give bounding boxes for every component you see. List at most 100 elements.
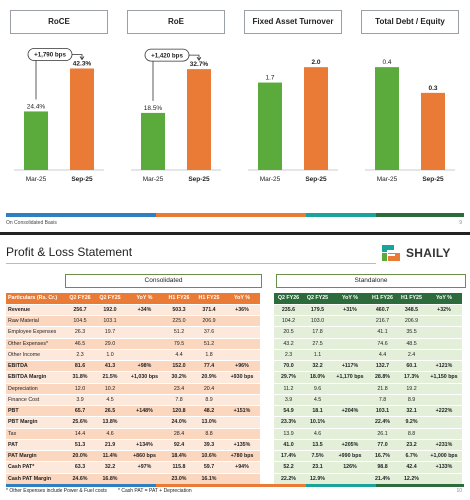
- cons-cell: 16.8%: [95, 473, 125, 485]
- data-label: 0.3: [428, 85, 437, 92]
- section-consolidated: Consolidated: [65, 274, 262, 288]
- cons-cell: 39.3: [194, 439, 224, 452]
- chart-roce-svg: 24.4% Mar-25 42.3% Sep-25 +1,790 bps: [14, 48, 104, 183]
- stand-cell: [332, 428, 368, 440]
- chart-roe: RoE 18.5% Mar-25 32.7% Sep-25 +1,420 bps: [127, 10, 225, 200]
- stand-cell: 2.3: [274, 349, 303, 362]
- stand-cell: [426, 383, 462, 395]
- table-row: Raw Material 104.5 103.1 225.0 206.9 104.2 103…: [6, 315, 462, 328]
- row-label: EBITDA: [6, 360, 65, 373]
- cons-cell: 13.0%: [194, 416, 224, 429]
- row-label: Revenue: [6, 304, 65, 317]
- stand-cell: [332, 326, 368, 339]
- cons-cell: [125, 473, 164, 485]
- stand-cell: 54.9: [274, 405, 303, 418]
- tick-label: Mar-25: [143, 176, 164, 183]
- stand-cell: 4.5: [303, 394, 332, 407]
- stand-cell: 35.5: [397, 326, 426, 339]
- table-row: EBITDA 81.6 41.3 +98% 152.0 77.4 +96% 70.0 32.2 +…: [6, 360, 462, 373]
- stand-cell: 13.9: [274, 428, 303, 440]
- tick-label: Sep-25: [71, 176, 93, 183]
- stand-cell: 60.1: [397, 360, 426, 373]
- cons-cell: [125, 428, 164, 440]
- bar-mar-25: [24, 111, 48, 170]
- table-row: Employee Expenses 26.3 19.7 51.2 37.6 20.5 17.…: [6, 326, 462, 339]
- column-gap: [260, 461, 274, 474]
- cons-cell: 12.0: [65, 383, 95, 395]
- page-title: Profit & Loss Statement: [6, 245, 133, 259]
- stand-cell: 104.2: [274, 315, 303, 328]
- cons-cell: 503.3: [164, 304, 194, 317]
- annotation-pill: [27, 48, 73, 61]
- tick-label: Mar-25: [377, 176, 398, 183]
- cons-cell: 3.9: [65, 394, 95, 407]
- stand-cell: [332, 315, 368, 328]
- cons-cell: 371.4: [194, 304, 224, 317]
- cons-cell: [125, 326, 164, 339]
- cons-cell: 63.3: [65, 461, 95, 474]
- stand-cell: 6.7%: [397, 450, 426, 463]
- column-gap: [260, 439, 274, 452]
- cons-cell: 41.3: [95, 360, 125, 373]
- stand-cell: [332, 394, 368, 407]
- table-row: Cash PAT* 63.3 32.2 +97% 115.8 59.7 +94% 52.2 23…: [6, 461, 462, 474]
- title-rule: [6, 263, 376, 264]
- stand-cell: +1,000 bps: [426, 450, 462, 463]
- cons-cell: 37.6: [194, 326, 224, 339]
- cons-cell: 19.7: [95, 326, 125, 339]
- row-label: Cash PAT Margin: [6, 473, 65, 485]
- row-label: Cash PAT*: [6, 461, 65, 474]
- stand-cell: [332, 473, 368, 485]
- annotation-label: +1,420 bps: [151, 52, 183, 59]
- annotation-label: +1,790 bps: [34, 52, 66, 59]
- annotation-pill: [144, 48, 190, 62]
- chart-title-roce: RoCE: [10, 10, 108, 34]
- data-label: 2.0: [311, 59, 320, 66]
- table-row: Revenue 256.7 192.0 +34% 503.3 371.4 +36% 235.6…: [6, 304, 462, 317]
- row-label: Employee Expenses: [6, 326, 65, 339]
- cons-cell: 14.4: [65, 428, 95, 440]
- table-row: Finance Cost 3.9 4.5 7.8 8.9 3.9 4.5 7.8 8.9: [6, 394, 462, 407]
- cons-cell: [125, 383, 164, 395]
- stand-cell: 3.9: [274, 394, 303, 407]
- chart-fixed-asset-turnover: Fixed Asset Turnover 1.7 Mar-25 2.0 Sep-25: [244, 10, 342, 200]
- header-cons-h1fy26: H1 FY26: [164, 293, 194, 305]
- row-label: Other Income: [6, 349, 65, 362]
- annotation-arrowhead: [79, 56, 85, 61]
- cons-cell: 32.2: [95, 461, 125, 474]
- slide-divider: [0, 232, 470, 235]
- cons-cell: 10.2: [95, 383, 125, 395]
- table-row: PBT Margin 25.6% 13.8% 24.0% 13.0% 23.3% 10.1%…: [6, 416, 462, 429]
- bar-mar-25: [141, 112, 165, 170]
- stand-cell: 11.2: [274, 383, 303, 395]
- stand-cell: [332, 416, 368, 429]
- stand-cell: 32.2: [303, 360, 332, 373]
- table-row: Cash PAT Margin 24.6% 16.8% 23.0% 16.1% 22.2%…: [6, 473, 462, 485]
- stand-cell: 52.2: [274, 461, 303, 474]
- stand-cell: 9.6: [303, 383, 332, 395]
- cons-cell: 25.6%: [65, 416, 95, 429]
- stand-cell: 23.2: [397, 439, 426, 452]
- stand-cell: 20.5: [274, 326, 303, 339]
- cons-cell: 31.8%: [65, 371, 95, 384]
- row-label: EBITDA Margin: [6, 371, 65, 384]
- chart-roe-svg: 18.5% Mar-25 32.7% Sep-25 +1,420 bps: [131, 48, 221, 183]
- header-stand-yoy-h: YoY %: [426, 293, 462, 305]
- cons-cell: 8.9: [194, 394, 224, 407]
- cons-cell: +860 bps: [125, 450, 164, 463]
- annotation-arrowhead: [196, 56, 202, 61]
- cons-cell: 20.9%: [194, 371, 224, 384]
- row-label: Raw Material: [6, 315, 65, 328]
- stand-cell: 4.6: [303, 428, 332, 440]
- stand-cell: [426, 326, 462, 339]
- bar-sep-25: [421, 92, 445, 170]
- cons-cell: [224, 428, 260, 440]
- row-label: Other Expenses*: [6, 338, 65, 350]
- accent-bar: [6, 213, 464, 217]
- slide1-page-number: 9: [459, 220, 462, 226]
- cons-cell: 46.5: [65, 338, 95, 350]
- cons-cell: [125, 416, 164, 429]
- cons-cell: +34%: [125, 304, 164, 317]
- column-gap: [260, 293, 274, 305]
- stand-cell: 9.2%: [397, 416, 426, 429]
